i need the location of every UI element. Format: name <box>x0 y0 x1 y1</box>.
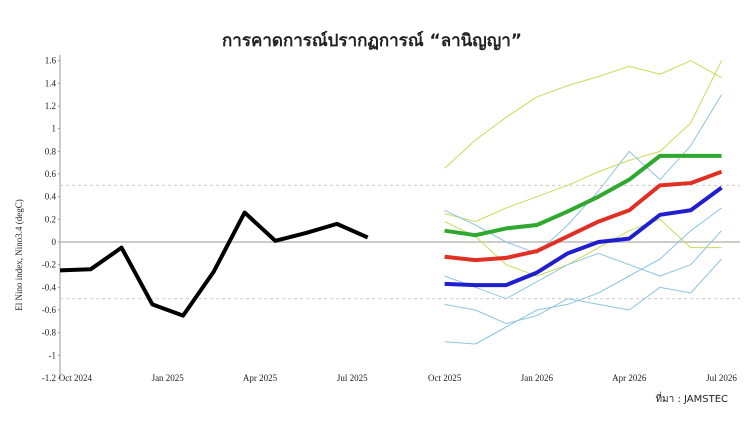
series-line <box>444 169 723 263</box>
series-line <box>444 258 722 325</box>
chart-title: การคาดการณ์ปรากฏการณ์ “ลานิญญา” <box>222 30 522 51</box>
series-line <box>444 60 722 223</box>
series-line <box>444 218 722 277</box>
x-tick-label: Jan 2026 <box>521 373 554 383</box>
y-tick-label: 1.2 <box>45 101 56 111</box>
y-tick-label: -0.6 <box>42 305 57 315</box>
series-line <box>444 185 723 288</box>
y-tick-label: 1.4 <box>45 78 57 88</box>
source: ที่มา : JAMSTEC <box>655 391 728 405</box>
y-tick-label: -1 <box>49 350 57 360</box>
y-tick-label: -1.2 <box>42 373 56 383</box>
x-tick-label: Apr 2025 <box>243 373 278 383</box>
x-tick-label: Oct 2025 <box>428 373 462 383</box>
y-tick-label: 0.6 <box>45 169 57 179</box>
y-tick-label: 0.2 <box>45 214 56 224</box>
x-tick-label: Jan 2025 <box>152 373 185 383</box>
y-tick-label: 0 <box>52 237 57 247</box>
y-tick-label: 0.4 <box>45 192 57 202</box>
series-line <box>444 153 722 238</box>
y-tick-label: 1.6 <box>45 56 57 66</box>
x-tick-label: Apr 2026 <box>612 373 647 383</box>
y-tick-label: 0.8 <box>45 146 57 156</box>
x-tick-label: Jul 2026 <box>706 373 737 383</box>
series-line <box>444 60 722 169</box>
y-tick-label: 1 <box>52 124 57 134</box>
y-tick-label: -0.2 <box>42 260 56 270</box>
y-tick-label: -0.4 <box>42 282 57 292</box>
x-tick-label: Oct 2024 <box>59 373 93 383</box>
series-line <box>59 210 369 318</box>
series-line <box>444 230 722 300</box>
x-tick-label: Jul 2025 <box>337 373 368 383</box>
y-tick-label: -0.8 <box>42 328 57 338</box>
y-axis-label: El Nino index, Nino3.4 (degC) <box>14 199 24 311</box>
series-line <box>444 207 722 345</box>
